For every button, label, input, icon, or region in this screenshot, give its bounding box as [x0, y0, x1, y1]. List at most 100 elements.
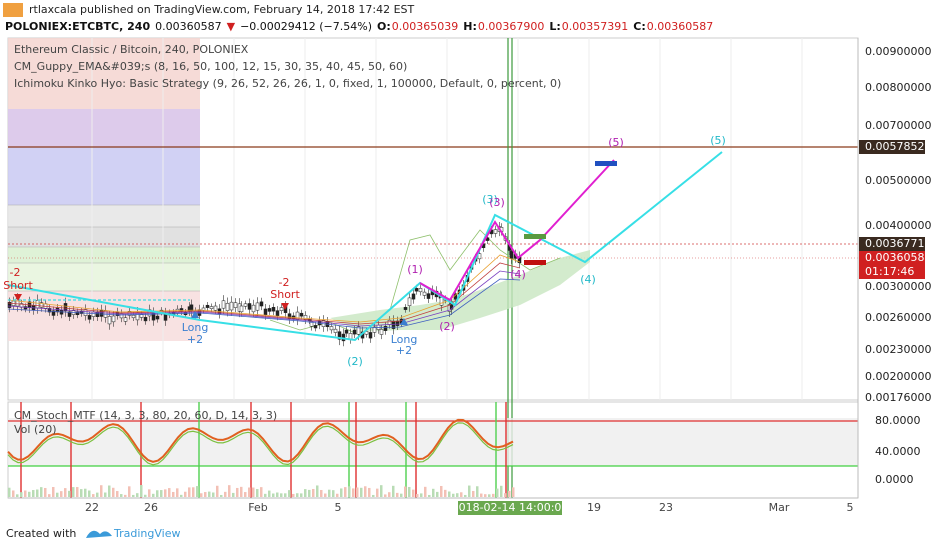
fib-zone — [8, 247, 200, 263]
chart-drawing — [7, 37, 859, 499]
candle — [356, 326, 361, 335]
candle — [35, 300, 40, 309]
signal-label: Short — [270, 288, 300, 301]
candle — [111, 315, 116, 323]
candle — [422, 291, 427, 296]
symbol-info: ▼ — [227, 20, 236, 33]
ema-line — [7, 278, 521, 329]
candle — [493, 229, 498, 234]
volume-bar — [400, 493, 403, 497]
volume-bar — [296, 493, 299, 497]
volume-bar — [64, 488, 67, 497]
stoch-tick: 0.0000 — [875, 473, 914, 486]
volume-bar — [136, 493, 139, 497]
fib-zone — [8, 147, 200, 205]
signal-label: -2 — [279, 276, 290, 289]
volume-bar — [256, 489, 259, 497]
volume-bar — [152, 493, 155, 497]
volume-bar — [276, 492, 279, 497]
volume-bar — [336, 493, 339, 497]
volume-bar — [484, 494, 487, 497]
time-tick: 5 — [847, 501, 854, 514]
symbol-info: POLONIEX:ETCBTC, 240 — [5, 20, 150, 33]
volume-bar — [68, 490, 71, 497]
volume-bar — [124, 494, 127, 497]
volume-bar — [184, 491, 187, 497]
volume-bar — [20, 492, 23, 497]
time-tick: 22 — [85, 501, 99, 514]
fib-zone — [8, 109, 200, 147]
volume-bar — [272, 493, 275, 497]
stoch-tick: 80.0000 — [875, 414, 921, 427]
volume-bar — [180, 494, 183, 497]
volume-bar — [436, 491, 439, 497]
candle — [205, 304, 210, 308]
volume-bar — [32, 490, 35, 497]
symbol-info: 0.00365039 — [392, 20, 458, 33]
legend-text: Ichimoku Kinko Hyo: Basic Strategy (9, 2… — [14, 77, 561, 90]
volume-bar — [36, 489, 39, 497]
candle — [418, 288, 423, 293]
symbol-info: L: — [549, 20, 560, 33]
signal-label: +2 — [396, 344, 412, 357]
stoch-signal — [505, 402, 507, 498]
stoch-signal — [140, 402, 142, 498]
wave-label: (5) — [710, 134, 726, 147]
volume-bar — [44, 487, 47, 497]
volume-bar — [404, 486, 407, 497]
volume-bar — [372, 494, 375, 497]
candle — [411, 293, 416, 300]
volume-bar — [472, 490, 475, 497]
price-tick: 0.00200000 — [865, 370, 931, 383]
price-tick: 0.00230000 — [865, 343, 931, 356]
volume-bar — [292, 493, 295, 497]
volume-bar — [284, 493, 287, 497]
volume-bar — [424, 486, 427, 497]
stoch-legend: CM_Stoch_MTF (14, 3, 3, 80, 20, 60, D, 1… — [14, 409, 277, 422]
candle — [403, 307, 408, 310]
time-tick: 2018-02-14 14:00:00 — [452, 501, 569, 514]
volume-bar — [132, 494, 135, 497]
candle — [509, 250, 514, 259]
legend-text: CM_Guppy_EMA&#039;s (8, 16, 50, 100, 12,… — [14, 60, 407, 73]
candle — [251, 304, 256, 313]
candle — [337, 331, 342, 340]
wave-label: (1) — [407, 263, 423, 276]
candle — [123, 317, 128, 322]
candle — [233, 302, 238, 308]
volume-bar — [96, 492, 99, 497]
symbol-info: 0.00357391 — [562, 20, 628, 33]
volume-bar — [48, 494, 51, 497]
candle — [239, 305, 244, 313]
volume-bar — [8, 487, 11, 497]
fib-zone — [8, 205, 200, 227]
volume-bar — [108, 485, 111, 497]
volume-bar — [112, 487, 115, 497]
stoch-signal — [348, 402, 350, 498]
volume-bar — [72, 487, 75, 497]
stoch-tick: 40.0000 — [875, 445, 921, 458]
candle — [295, 311, 300, 320]
volume-bar — [392, 485, 395, 497]
signal-label: Long — [391, 333, 418, 346]
candle — [7, 301, 12, 308]
price-tick: 0.00500000 — [865, 174, 931, 187]
wave-line — [419, 159, 615, 302]
volume-bar — [52, 487, 55, 497]
volume-bar — [56, 492, 59, 497]
volume-bar — [468, 485, 471, 497]
volume-bar — [300, 493, 303, 497]
price-tick: 0.00260000 — [865, 311, 931, 324]
candle — [209, 306, 214, 309]
wave-label: (5) — [608, 136, 624, 149]
volume-bar — [352, 488, 355, 497]
stoch-line — [7, 418, 514, 463]
price-label: 0.00367713 — [865, 237, 931, 250]
time-tick: 5 — [335, 501, 342, 514]
publish-info: rtlaxcala published on TradingView.com, … — [29, 3, 415, 16]
volume-bar — [480, 493, 483, 497]
signal-arrow — [191, 311, 199, 318]
volume-bar — [192, 487, 195, 497]
candle — [143, 317, 148, 322]
